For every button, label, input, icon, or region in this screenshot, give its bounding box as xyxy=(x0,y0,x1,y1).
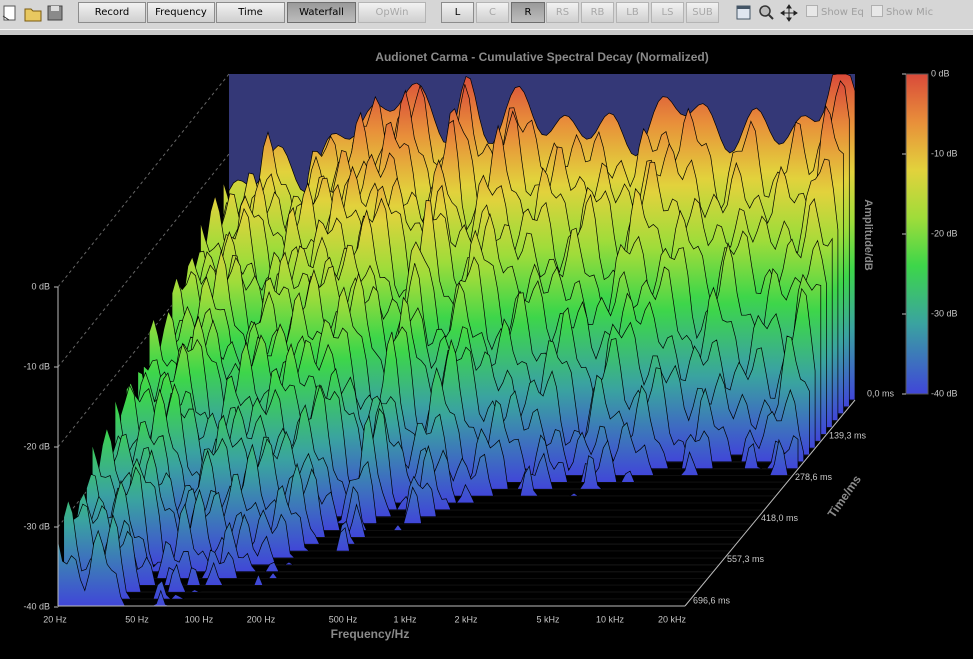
show-eq-label: Show Eq xyxy=(821,7,864,18)
time-tick-label: 278,6 ms xyxy=(795,472,833,482)
x-tick-label: 10 kHz xyxy=(596,614,625,624)
x-axis-label: Frequency/Hz xyxy=(331,627,410,641)
frequency-button[interactable]: Frequency xyxy=(147,2,215,23)
x-tick-label: 1 kHz xyxy=(393,614,417,624)
x-tick-label: 500 Hz xyxy=(329,614,358,624)
toolbar: Record Frequency Time Waterfall OpWin L … xyxy=(0,0,973,30)
channel-sub[interactable]: SUB xyxy=(686,2,719,23)
z-tick-label: -20 dB xyxy=(23,441,50,451)
channel-lb[interactable]: LB xyxy=(616,2,649,23)
z-tick-label: -30 dB xyxy=(23,521,50,531)
x-tick-label: 100 Hz xyxy=(185,614,214,624)
channel-rb[interactable]: RB xyxy=(581,2,614,23)
waterfall-slice xyxy=(69,503,696,593)
colorbar xyxy=(905,73,929,395)
waterfall-slice xyxy=(91,443,719,566)
show-mic-checkbox[interactable]: Show Mic xyxy=(871,5,933,18)
time-tick-label: 696,6 ms xyxy=(693,595,731,605)
show-eq-checkbox[interactable]: Show Eq xyxy=(806,5,864,18)
colorbar-tick-label: -40 dB xyxy=(931,388,958,398)
time-tick-label: 139,3 ms xyxy=(829,431,867,441)
waterfall-slice xyxy=(108,420,736,545)
time-tick-label: 418,0 ms xyxy=(761,513,799,523)
show-mic-label: Show Mic xyxy=(886,7,934,18)
channel-c[interactable]: C xyxy=(476,2,509,23)
x-tick-label: 2 kHz xyxy=(454,614,478,624)
waterfall-slice xyxy=(114,388,742,538)
separator xyxy=(0,30,973,35)
file-icons xyxy=(2,5,63,22)
time-button[interactable]: Time xyxy=(216,2,285,23)
colorbar-tick-label: -10 dB xyxy=(931,148,958,158)
x-tick-label: 20 Hz xyxy=(43,614,67,624)
chart-title: Audionet Carma - Cumulative Spectral Dec… xyxy=(375,50,708,64)
x-tick-label: 20 kHz xyxy=(658,614,687,624)
colorbar-tick-label: -30 dB xyxy=(931,308,958,318)
waterfall-slice xyxy=(63,498,691,600)
opwin-button[interactable]: OpWin xyxy=(358,2,426,23)
colorbar-label: Amplitude/dB xyxy=(862,199,874,271)
view-icons[interactable] xyxy=(733,0,808,29)
z-tick-label: -40 dB xyxy=(23,601,50,611)
waterfall-button[interactable]: Waterfall xyxy=(287,2,356,23)
channel-ls[interactable]: LS xyxy=(651,2,684,23)
channel-r[interactable]: R xyxy=(511,2,545,23)
z-tick-label: -10 dB xyxy=(23,361,50,371)
channel-rs[interactable]: RS xyxy=(546,2,579,23)
x-tick-label: 50 Hz xyxy=(125,614,149,624)
z-tick-label: 0 dB xyxy=(31,281,50,291)
record-button[interactable]: Record xyxy=(78,2,146,23)
time-tick-label: 557,3 ms xyxy=(727,554,765,564)
x-tick-label: 200 Hz xyxy=(247,614,276,624)
colorbar-tick-label: 0 dB xyxy=(931,68,950,78)
waterfall-surface xyxy=(57,73,856,607)
x-tick-label: 5 kHz xyxy=(536,614,560,624)
time-axis xyxy=(684,399,856,607)
channel-l[interactable]: L xyxy=(441,2,474,23)
waterfall-chart: Audionet Carma - Cumulative Spectral Dec… xyxy=(23,50,958,641)
colorbar-tick-label: -20 dB xyxy=(931,228,958,238)
time-tick-label: 0,0 ms xyxy=(867,388,895,398)
